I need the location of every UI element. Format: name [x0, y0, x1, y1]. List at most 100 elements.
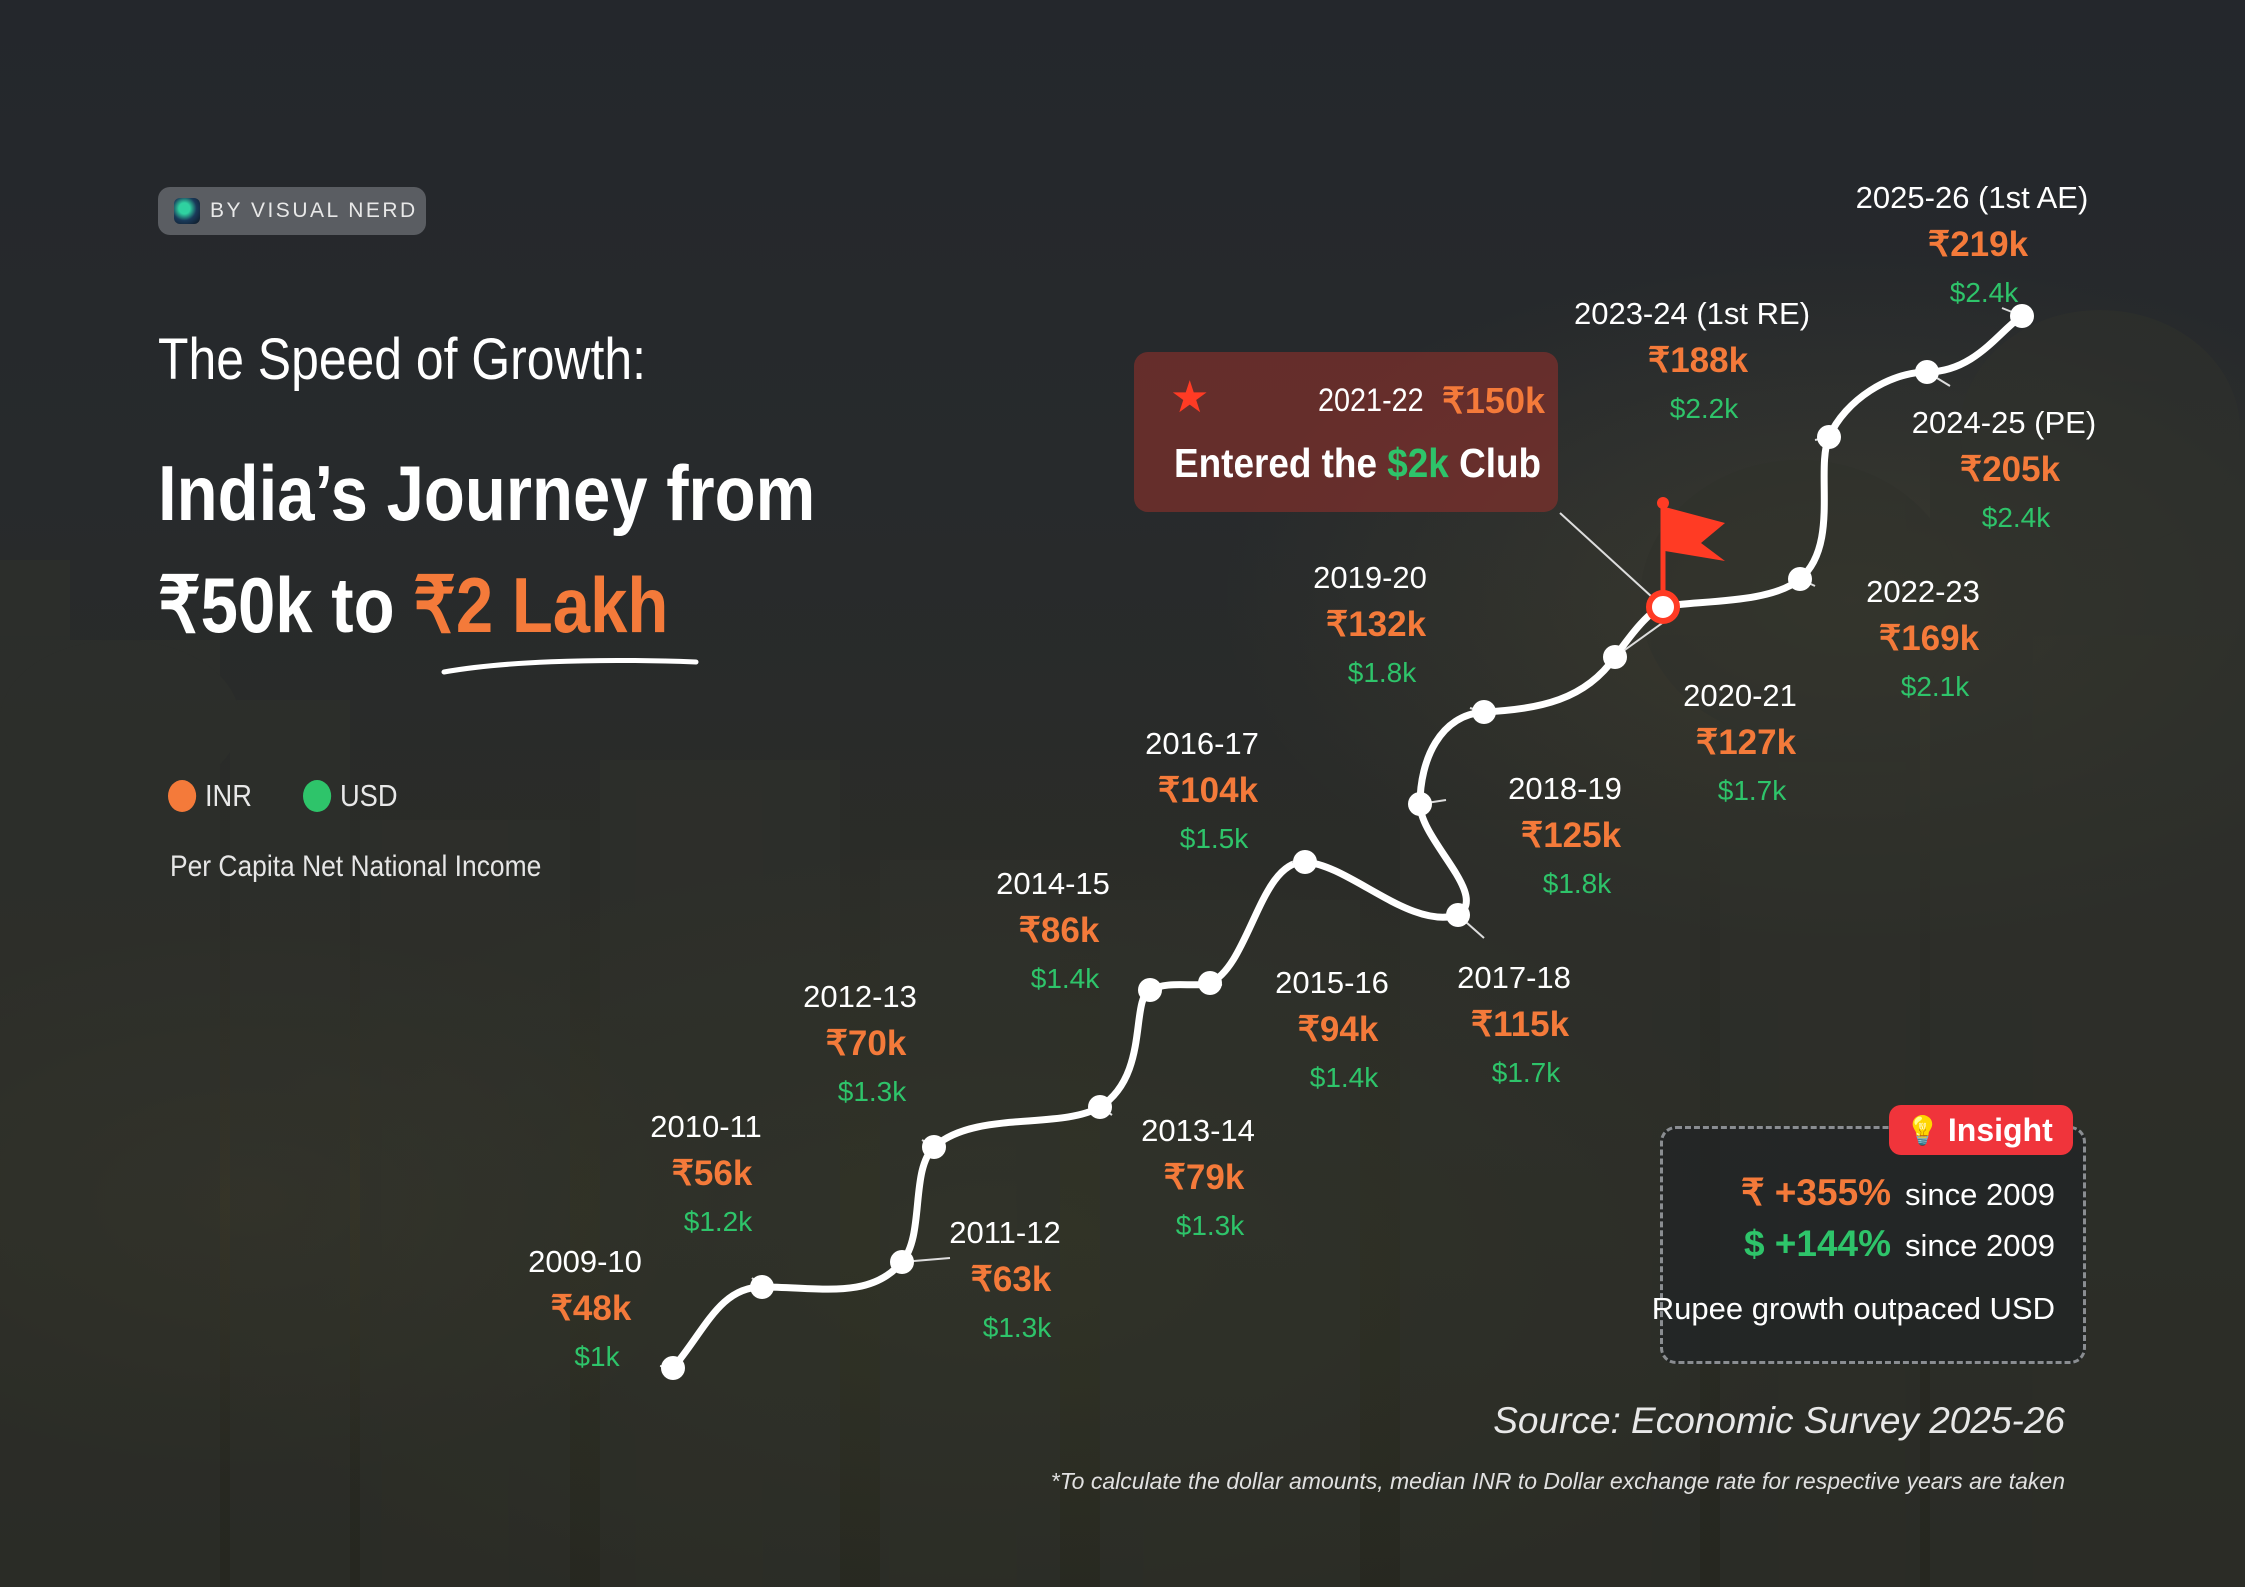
brand-logo-icon	[174, 198, 200, 224]
lightbulb-icon: 💡	[1905, 1114, 1940, 1146]
headline-line1: India’s Journey from	[158, 449, 816, 537]
insight-tag-label: Insight	[1947, 1111, 2053, 1148]
insight-box: 💡 Insight ₹ +355% since 2009 $ +144% sin…	[1652, 1105, 2086, 1364]
inr-value-label: ₹104k	[1158, 771, 1259, 810]
legend-swatch-usd	[303, 780, 332, 812]
usd-value-label: $1k	[574, 1341, 620, 1372]
data-point	[1198, 971, 1222, 995]
inr-value-label: ₹79k	[1164, 1158, 1245, 1197]
insight-usd-growth: $ +144%	[1743, 1223, 1892, 1264]
year-label: 2011-12	[949, 1215, 1060, 1250]
inr-value-label: ₹70k	[826, 1024, 907, 1063]
legend-label-inr: INR	[204, 778, 252, 813]
inr-value-label: ₹127k	[1696, 723, 1797, 762]
year-label: 2018-19	[1508, 771, 1622, 806]
legend-item-inr: INR	[168, 778, 252, 814]
callout-inr: ₹150k	[1442, 380, 1545, 421]
data-point	[2010, 304, 2034, 328]
year-label: 2024-25 (PE)	[1912, 405, 2096, 440]
callout-year: 2021-22	[1318, 382, 1424, 418]
headline-line2: ₹50k to ₹2 Lakh	[158, 560, 668, 651]
data-point	[750, 1275, 774, 1299]
legend-item-usd: USD	[303, 778, 398, 814]
legend: INR USD	[168, 778, 451, 814]
footnote: *To calculate the dollar amounts, median…	[1050, 1468, 2065, 1494]
usd-value-label: $2.1k	[1901, 671, 1970, 702]
usd-value-label: $1.3k	[1176, 1210, 1245, 1241]
source-note: Source: Economic Survey 2025-26	[1493, 1400, 2065, 1441]
insight-usd-since: since 2009	[1905, 1228, 2055, 1263]
year-label: 2017-18	[1457, 960, 1571, 995]
usd-value-label: $1.7k	[1492, 1057, 1561, 1088]
milestone-marker	[1646, 590, 1680, 624]
data-point	[661, 1356, 685, 1380]
usd-value-label: $2.4k	[1950, 277, 2019, 308]
inr-value-label: ₹219k	[1928, 225, 2029, 264]
flag-pole-top	[1657, 497, 1669, 509]
brand-label: BY VISUAL NERD	[210, 199, 418, 222]
year-label: 2020-21	[1683, 678, 1797, 713]
data-point	[890, 1250, 914, 1274]
callout-message-suffix: Club	[1448, 440, 1542, 486]
legend-swatch-inr	[168, 780, 197, 812]
year-label: 2009-10	[528, 1244, 642, 1279]
data-point	[1293, 850, 1317, 874]
year-label: 2012-13	[803, 979, 917, 1014]
usd-value-label: $1.7k	[1718, 775, 1787, 806]
usd-value-label: $1.4k	[1031, 963, 1100, 994]
data-point	[1472, 700, 1496, 724]
insight-note: Rupee growth outpaced USD	[1651, 1291, 2055, 1326]
data-point	[1788, 567, 1812, 591]
usd-value-label: $1.8k	[1543, 868, 1612, 899]
data-point	[1408, 792, 1432, 816]
data-point	[922, 1135, 946, 1159]
usd-value-label: $1.5k	[1180, 823, 1249, 854]
inr-value-label: ₹48k	[551, 1289, 632, 1328]
year-label: 2015-16	[1275, 965, 1389, 1000]
year-label: 2013-14	[1141, 1113, 1255, 1148]
year-label: 2023-24 (1st RE)	[1574, 296, 1810, 331]
year-label: 2019-20	[1313, 560, 1427, 595]
inr-value-label: ₹94k	[1298, 1010, 1379, 1049]
inr-value-label: ₹115k	[1471, 1005, 1570, 1044]
usd-value-label: $1.3k	[983, 1312, 1052, 1343]
usd-value-label: $1.4k	[1310, 1062, 1379, 1093]
inr-value-label: ₹188k	[1648, 341, 1749, 380]
inr-value-label: ₹63k	[971, 1260, 1052, 1299]
insight-inr-row: ₹ +355% since 2009	[1741, 1171, 2055, 1214]
insight-tag: 💡 Insight	[1889, 1105, 2073, 1155]
insight-usd-row: $ +144% since 2009	[1744, 1223, 2055, 1265]
callout-message: Entered the $2k Club	[1174, 440, 1541, 487]
headline-underline	[441, 657, 699, 675]
data-point	[1446, 903, 1470, 927]
legend-label-usd: USD	[340, 778, 398, 813]
milestone-callout: ★ 2021-22 ₹150k Entered the $2k Club	[1134, 352, 1558, 512]
flag-icon	[1665, 507, 1725, 561]
inr-value-label: ₹86k	[1019, 911, 1100, 950]
data-point	[1088, 1095, 1112, 1119]
callout-message-highlight: $2k	[1387, 440, 1449, 486]
usd-value-label: $2.4k	[1982, 502, 2051, 533]
inr-value-label: ₹56k	[672, 1154, 753, 1193]
star-icon: ★	[1170, 373, 1210, 422]
usd-value-label: $1.2k	[684, 1206, 753, 1237]
data-point	[1915, 360, 1939, 384]
insight-inr-growth: ₹ +355%	[1740, 1172, 1892, 1213]
insight-inr-since: since 2009	[1905, 1177, 2055, 1212]
headline-prefix: ₹50k to	[158, 561, 414, 649]
inr-value-label: ₹132k	[1326, 605, 1427, 644]
usd-value-label: $1.8k	[1348, 657, 1417, 688]
callout-message-prefix: Entered the	[1174, 440, 1388, 486]
usd-value-label: $1.3k	[838, 1076, 907, 1107]
brand-badge: BY VISUAL NERD	[158, 187, 426, 235]
kicker-title: The Speed of Growth:	[158, 327, 646, 392]
inr-value-label: ₹205k	[1960, 450, 2061, 489]
year-label: 2016-17	[1145, 726, 1259, 761]
inr-value-label: ₹125k	[1521, 816, 1622, 855]
headline-highlight: ₹2 Lakh	[413, 561, 669, 649]
data-point	[1817, 425, 1841, 449]
data-point	[1603, 645, 1627, 669]
usd-value-label: $2.2k	[1670, 393, 1739, 424]
